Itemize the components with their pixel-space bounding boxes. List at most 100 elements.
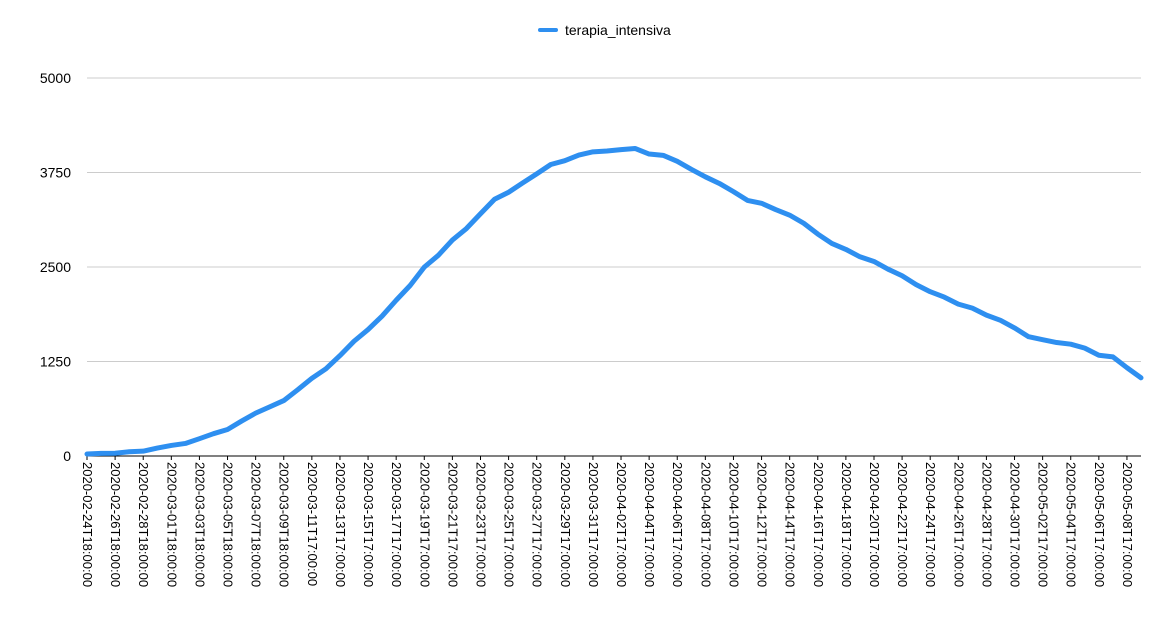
- data-point: [1096, 353, 1101, 358]
- data-point: [225, 427, 230, 432]
- data-point: [127, 449, 132, 454]
- legend: terapia_intensiva: [538, 22, 671, 38]
- data-point: [309, 376, 314, 381]
- gridlines: [87, 77, 1141, 362]
- data-point: [211, 431, 216, 436]
- x-tick-label: 2020-03-09T18:00:00: [277, 462, 292, 587]
- x-tick-label: 2020-05-08T17:00:00: [1120, 462, 1135, 587]
- x-tick-label: 2020-04-08T17:00:00: [698, 462, 713, 587]
- data-point: [787, 213, 792, 218]
- x-tick-label: 2020-03-25T17:00:00: [502, 462, 517, 587]
- x-tick-label: 2020-03-29T17:00:00: [558, 462, 573, 587]
- data-point: [619, 147, 624, 152]
- data-point: [352, 339, 357, 344]
- data-point: [843, 247, 848, 252]
- x-tick-label: 2020-03-07T18:00:00: [249, 462, 264, 587]
- data-point: [155, 446, 160, 451]
- data-point: [829, 241, 834, 246]
- data-point: [323, 366, 328, 371]
- data-point: [590, 149, 595, 154]
- x-tick-label: 2020-03-01T18:00:00: [164, 462, 179, 587]
- x-tick-label: 2020-04-22T17:00:00: [895, 462, 910, 587]
- x-tick-label: 2020-02-26T18:00:00: [108, 462, 123, 587]
- data-point: [183, 441, 188, 446]
- data-point: [661, 153, 666, 158]
- x-tick-label: 2020-04-16T17:00:00: [811, 462, 826, 587]
- data-point: [1040, 337, 1045, 342]
- x-tick-label: 2020-03-11T17:00:00: [305, 462, 320, 586]
- y-tick-label: 1250: [40, 354, 71, 370]
- data-point: [548, 162, 553, 167]
- data-point: [576, 153, 581, 158]
- data-point: [1054, 340, 1059, 345]
- data-point: [141, 449, 146, 454]
- x-tick-label: 2020-03-03T18:00:00: [192, 462, 207, 587]
- y-tick-label: 2500: [40, 259, 71, 275]
- data-point: [366, 327, 371, 332]
- x-tick-label: 2020-03-19T17:00:00: [417, 462, 432, 587]
- y-tick-label: 5000: [40, 70, 71, 86]
- x-tick-label: 2020-05-06T17:00:00: [1092, 462, 1107, 587]
- x-tick-label: 2020-03-13T17:00:00: [333, 462, 348, 587]
- x-tick-label: 2020-04-24T17:00:00: [923, 462, 938, 587]
- data-point: [337, 353, 342, 358]
- data-point: [1124, 365, 1129, 370]
- data-point: [956, 302, 961, 307]
- data-point: [815, 232, 820, 237]
- x-tick-label: 2020-02-28T18:00:00: [136, 462, 151, 587]
- data-point: [478, 211, 483, 216]
- data-point: [1012, 325, 1017, 330]
- data-point: [492, 197, 497, 202]
- x-tick-label: 2020-04-28T17:00:00: [979, 462, 994, 587]
- data-point: [984, 313, 989, 318]
- x-tick-label: 2020-04-12T17:00:00: [755, 462, 770, 587]
- data-point: [942, 295, 947, 300]
- data-point: [914, 282, 919, 287]
- data-point: [759, 201, 764, 206]
- data-point: [801, 221, 806, 226]
- data-point: [717, 181, 722, 186]
- x-tick-label: 2020-05-02T17:00:00: [1036, 462, 1051, 587]
- x-axis-tick-labels: 2020-02-24T18:00:00 2020-02-26T18:00:00 20…: [80, 456, 1135, 587]
- x-tick-label: 2020-03-21T17:00:00: [445, 462, 460, 587]
- data-point: [928, 289, 933, 294]
- data-point: [394, 298, 399, 303]
- data-point: [871, 259, 876, 264]
- y-tick-label: 3750: [40, 165, 71, 181]
- data-point: [197, 436, 202, 441]
- data-point: [1139, 375, 1144, 380]
- data-point: [731, 189, 736, 194]
- x-tick-label: 2020-03-15T17:00:00: [361, 462, 376, 587]
- x-tick-label: 2020-03-31T17:00:00: [586, 462, 601, 587]
- data-point: [562, 158, 567, 163]
- data-point: [703, 174, 708, 179]
- data-point: [633, 146, 638, 151]
- x-tick-label: 2020-02-24T18:00:00: [80, 462, 95, 587]
- y-tick-label: 0: [63, 448, 71, 464]
- data-point: [436, 253, 441, 258]
- data-point: [113, 451, 118, 456]
- data-point: [295, 387, 300, 392]
- data-point: [886, 267, 891, 272]
- data-point: [450, 238, 455, 243]
- x-tick-label: 2020-04-26T17:00:00: [951, 462, 966, 587]
- data-point: [520, 180, 525, 185]
- series-points-terapia-intensiva: [85, 146, 1144, 457]
- data-point: [380, 314, 385, 319]
- x-tick-label: 2020-05-04T17:00:00: [1064, 462, 1079, 587]
- data-point: [408, 283, 413, 288]
- x-tick-label: 2020-04-30T17:00:00: [1008, 462, 1023, 587]
- data-point: [464, 226, 469, 231]
- legend-label-terapia-intensiva: terapia_intensiva: [565, 22, 671, 38]
- data-point: [267, 404, 272, 409]
- x-tick-label: 2020-03-17T17:00:00: [389, 462, 404, 587]
- x-tick-label: 2020-04-14T17:00:00: [783, 462, 798, 587]
- data-point: [422, 265, 427, 270]
- data-point: [281, 398, 286, 403]
- data-point: [857, 254, 862, 259]
- series-line-terapia-intensiva: [84, 145, 1144, 457]
- x-tick-label: 2020-03-23T17:00:00: [473, 462, 488, 587]
- data-point: [647, 152, 652, 157]
- data-point: [675, 159, 680, 164]
